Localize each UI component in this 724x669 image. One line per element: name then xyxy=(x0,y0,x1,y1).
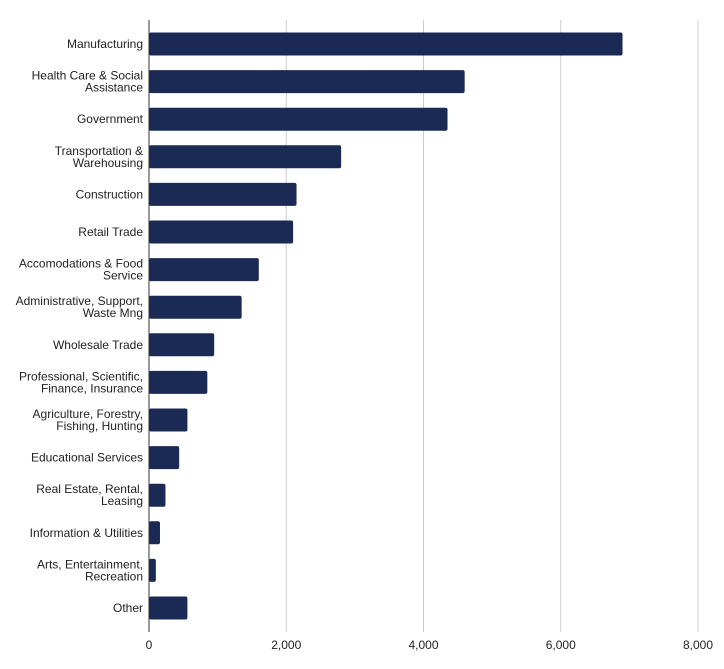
category-label: Administrative, Support, xyxy=(16,294,143,308)
bar xyxy=(149,558,156,582)
category-label: Manufacturing xyxy=(67,37,143,51)
category-label: Government xyxy=(77,112,144,126)
category-label: Construction xyxy=(76,187,143,201)
bar xyxy=(149,408,188,432)
category-label: Information & Utilities xyxy=(30,526,143,540)
category-labels: Manufacturing Health Care & SocialAssista… xyxy=(16,37,144,615)
category-label: Arts, Entertainment, xyxy=(37,557,143,571)
bar xyxy=(149,182,297,206)
x-tick-labels: 0 2,000 4,000 6,000 8,000 xyxy=(146,638,714,652)
bar xyxy=(149,145,342,169)
x-tick-label: 4,000 xyxy=(408,638,438,652)
category-label: Professional, Scientific, xyxy=(19,369,143,383)
category-label: Warehousing xyxy=(73,156,143,170)
bar xyxy=(149,107,448,131)
category-label: Leasing xyxy=(101,494,143,508)
category-label: Accomodations & Food xyxy=(19,257,143,271)
category-label: Other xyxy=(113,601,143,615)
bar xyxy=(149,220,294,244)
category-label: Health Care & Social xyxy=(32,69,143,83)
bar xyxy=(149,521,160,545)
category-label: Assistance xyxy=(85,81,143,95)
bar xyxy=(149,70,465,94)
category-label: Transportation & xyxy=(55,144,143,158)
bar xyxy=(149,370,208,394)
x-tick-label: 6,000 xyxy=(546,638,576,652)
category-label: Agriculture, Forestry, xyxy=(33,407,143,421)
category-label: Recreation xyxy=(85,569,143,583)
bar xyxy=(149,258,259,282)
category-label: Waste Mng xyxy=(83,306,143,320)
category-label: Wholesale Trade xyxy=(53,338,143,352)
bar xyxy=(149,295,242,319)
bar xyxy=(149,446,180,470)
category-label: Fishing, Hunting xyxy=(56,419,143,433)
category-label: Retail Trade xyxy=(78,225,143,239)
category-label: Finance, Insurance xyxy=(41,381,143,395)
bar xyxy=(149,32,623,56)
x-tick-label: 8,000 xyxy=(683,638,713,652)
category-label: Real Estate, Rental, xyxy=(36,482,143,496)
category-label: Service xyxy=(103,269,143,283)
bar xyxy=(149,333,215,357)
bars xyxy=(149,32,623,620)
x-tick-label: 2,000 xyxy=(271,638,301,652)
bar xyxy=(149,596,188,620)
category-label: Educational Services xyxy=(31,451,143,465)
x-tick-label: 0 xyxy=(146,638,153,652)
bar xyxy=(149,483,166,507)
